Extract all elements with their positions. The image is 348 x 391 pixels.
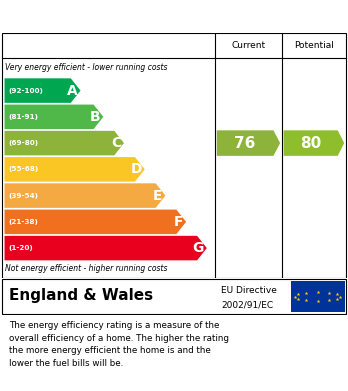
Text: (92-100): (92-100) xyxy=(9,88,44,93)
Polygon shape xyxy=(5,183,165,208)
Text: EU Directive: EU Directive xyxy=(221,287,277,296)
Text: (39-54): (39-54) xyxy=(9,193,39,199)
Polygon shape xyxy=(5,210,186,234)
Text: B: B xyxy=(90,110,101,124)
Text: (55-68): (55-68) xyxy=(9,166,39,172)
Text: England & Wales: England & Wales xyxy=(9,288,153,303)
Text: Not energy efficient - higher running costs: Not energy efficient - higher running co… xyxy=(5,264,168,273)
Text: (21-38): (21-38) xyxy=(9,219,39,225)
Polygon shape xyxy=(5,78,80,103)
Text: (69-80): (69-80) xyxy=(9,140,39,146)
Text: G: G xyxy=(193,241,204,255)
Text: C: C xyxy=(111,136,121,150)
Text: A: A xyxy=(67,84,78,98)
Polygon shape xyxy=(284,130,344,156)
Text: D: D xyxy=(130,162,142,176)
Text: 76: 76 xyxy=(234,136,256,151)
Text: F: F xyxy=(174,215,183,229)
Polygon shape xyxy=(5,236,207,260)
Text: The energy efficiency rating is a measure of the
overall efficiency of a home. T: The energy efficiency rating is a measur… xyxy=(9,321,229,368)
Text: 2002/91/EC: 2002/91/EC xyxy=(221,300,273,309)
Bar xyxy=(291,281,345,312)
Text: E: E xyxy=(153,188,163,203)
Text: Potential: Potential xyxy=(294,41,334,50)
Polygon shape xyxy=(5,157,145,181)
Text: Energy Efficiency Rating: Energy Efficiency Rating xyxy=(9,9,219,24)
Text: 80: 80 xyxy=(300,136,321,151)
Text: (81-91): (81-91) xyxy=(9,114,39,120)
Text: (1-20): (1-20) xyxy=(9,245,33,251)
Polygon shape xyxy=(5,104,103,129)
Text: Current: Current xyxy=(231,41,266,50)
Polygon shape xyxy=(217,130,280,156)
Text: Very energy efficient - lower running costs: Very energy efficient - lower running co… xyxy=(5,63,168,72)
Polygon shape xyxy=(5,131,124,155)
